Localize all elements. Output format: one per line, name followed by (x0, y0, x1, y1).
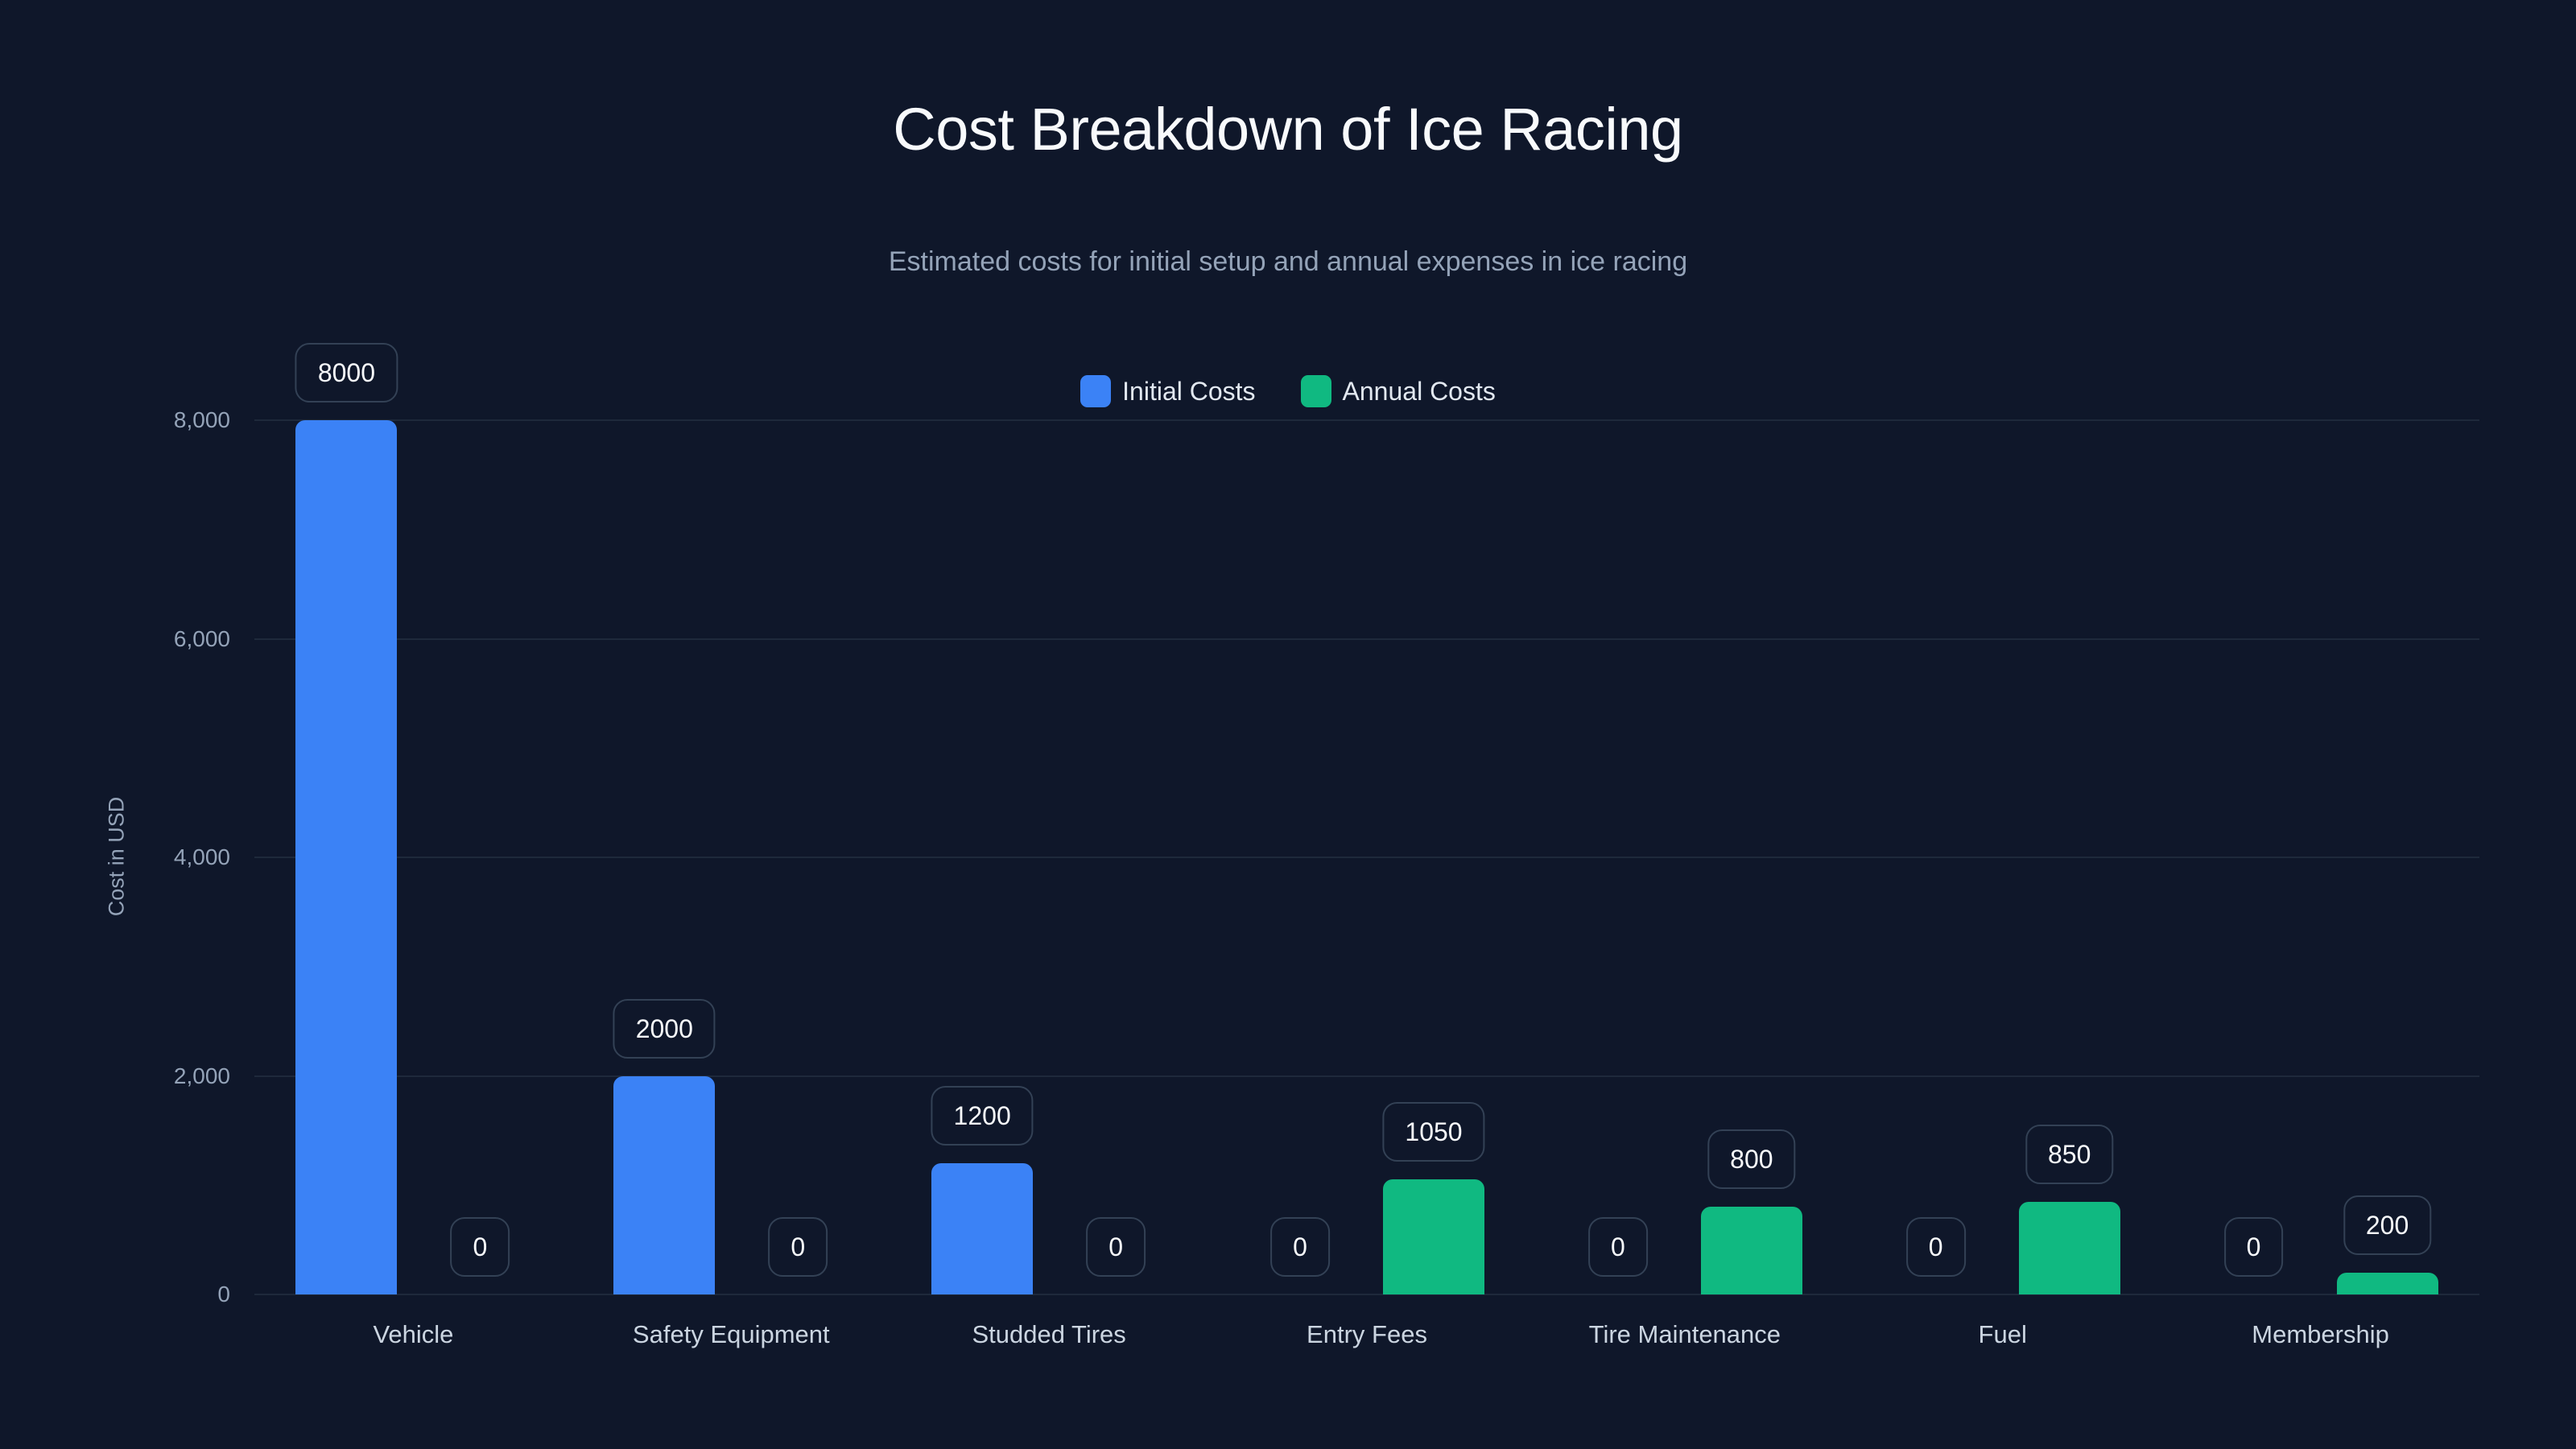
legend-label: Initial Costs (1122, 376, 1256, 406)
gridline (254, 1075, 2479, 1077)
data-label: 0 (768, 1217, 828, 1277)
bar-annual-membership[interactable] (2336, 1272, 2438, 1294)
data-label: 850 (2025, 1124, 2114, 1184)
data-label: 0 (1086, 1217, 1146, 1277)
legend: Initial Costs Annual Costs (0, 375, 2576, 407)
bar-annual-tire-maintenance[interactable] (1700, 1207, 1802, 1294)
x-category-label: Membership (2252, 1320, 2389, 1348)
y-tick-label: 6,000 (173, 625, 230, 651)
x-category-label: Vehicle (373, 1320, 454, 1348)
gridline (254, 419, 2479, 421)
chart-title: Cost Breakdown of Ice Racing (893, 96, 1683, 163)
data-label: 0 (1905, 1217, 1966, 1277)
bar-initial-safety-equipment[interactable] (613, 1075, 716, 1294)
bar-initial-vehicle[interactable] (295, 420, 398, 1294)
x-category-label: Entry Fees (1307, 1320, 1427, 1348)
data-label: 8000 (295, 343, 398, 402)
data-label: 0 (1587, 1217, 1648, 1277)
y-tick-label: 2,000 (173, 1063, 230, 1088)
legend-swatch-initial-icon (1080, 375, 1112, 407)
data-label: 0 (2223, 1217, 2284, 1277)
legend-item-initial-costs[interactable]: Initial Costs (1080, 375, 1256, 407)
data-label: 200 (2343, 1195, 2432, 1255)
bar-initial-studded-tires[interactable] (931, 1163, 1034, 1294)
x-category-label: Tire Maintenance (1588, 1320, 1781, 1348)
data-label: 0 (450, 1217, 510, 1277)
x-category-label: Fuel (1978, 1320, 2027, 1348)
data-label: 1200 (931, 1086, 1034, 1146)
x-category-label: Studded Tires (972, 1320, 1126, 1348)
legend-swatch-annual-icon (1300, 375, 1331, 407)
x-category-label: Safety Equipment (632, 1320, 830, 1348)
gridline (254, 1294, 2479, 1295)
bar-annual-fuel[interactable] (2018, 1201, 2120, 1294)
legend-item-annual-costs[interactable]: Annual Costs (1300, 375, 1496, 407)
y-tick-label: 8,000 (173, 407, 230, 432)
gridline (254, 857, 2479, 858)
data-label: 1050 (1382, 1102, 1485, 1162)
y-tick-label: 0 (217, 1282, 230, 1307)
data-label: 800 (1707, 1129, 1796, 1190)
y-tick-label: 4,000 (173, 844, 230, 869)
plot-area (254, 419, 2479, 1295)
legend-label: Annual Costs (1342, 376, 1496, 406)
chart-subtitle: Estimated costs for initial setup and an… (888, 246, 1688, 277)
data-label: 2000 (613, 998, 716, 1059)
gridline (254, 638, 2479, 640)
bar-annual-entry-fees[interactable] (1383, 1179, 1484, 1294)
data-label: 0 (1270, 1217, 1330, 1277)
